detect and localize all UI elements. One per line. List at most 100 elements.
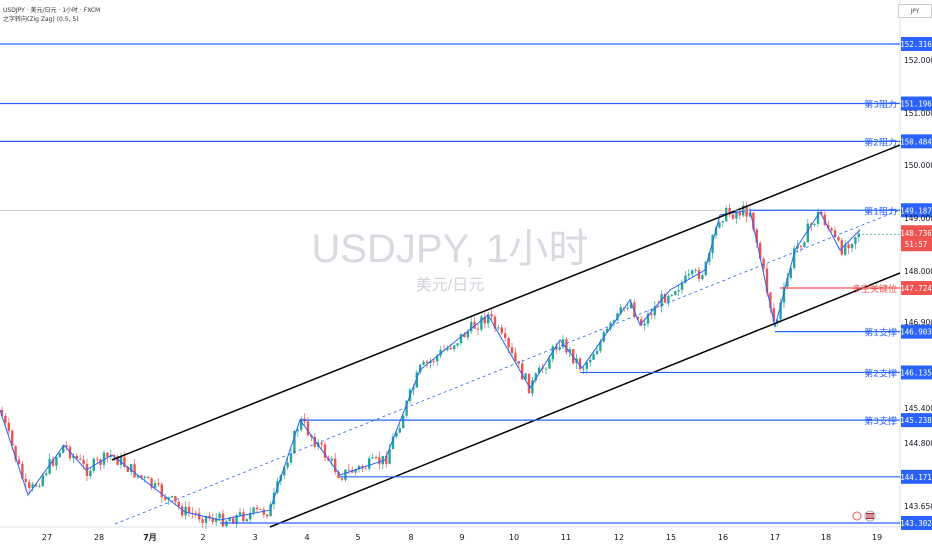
price-tag-label: 144.171 (900, 473, 932, 482)
candle-body (643, 323, 646, 326)
candle-body (803, 242, 806, 247)
candle-body (38, 485, 41, 487)
candle-body (405, 400, 408, 416)
candle-body (844, 244, 847, 255)
candle-body (470, 321, 473, 332)
candle-body (616, 313, 619, 321)
candle-body (357, 465, 361, 470)
y-tick-label: 148.000 (904, 267, 932, 276)
candle-body (548, 359, 551, 369)
watermark-subtitle: 美元/日元 (416, 276, 484, 294)
levels-layer: 152.316 第3阻力 151.196 第2阻力 150.484 第1阻力 149.187… (0, 37, 932, 530)
candle-body (187, 506, 191, 513)
candle-body (772, 308, 775, 322)
candle-body (425, 361, 429, 364)
candle-body (762, 258, 765, 269)
candle-body (657, 306, 660, 308)
candle-body (34, 484, 38, 487)
candle-body (136, 475, 140, 478)
candle-body (306, 421, 310, 436)
candle-body (813, 223, 816, 225)
candle-body (626, 308, 629, 309)
candle-body (820, 212, 823, 215)
candle-series (0, 201, 860, 529)
x-tick-label: 17 (770, 533, 780, 542)
candle-body (480, 316, 483, 330)
candle-body (459, 333, 463, 344)
x-tick-label: 12 (614, 533, 624, 542)
flag-icon[interactable] (864, 510, 876, 522)
candle-body (283, 467, 286, 476)
candle-body (89, 470, 92, 476)
candle-body (507, 337, 510, 348)
candle-body (799, 245, 803, 247)
price-tag-label: 151.196 (900, 100, 932, 109)
current-price-label: 148.736 (900, 229, 932, 238)
candle-body (833, 230, 837, 238)
candle-body (854, 237, 857, 244)
level-label: 第2支撑 (864, 367, 897, 379)
candle-body (810, 223, 813, 225)
y-tick-label: 143.650 (904, 502, 932, 511)
candle-body (466, 331, 469, 338)
candle-body (140, 475, 143, 478)
candle-body (456, 343, 459, 346)
candle-body (58, 452, 61, 457)
candle-body (680, 282, 684, 290)
level-label: 多空关键位 (852, 283, 897, 295)
candle-body (364, 468, 367, 470)
candle-body (463, 333, 466, 338)
level-label: 第2阻力 (864, 136, 897, 148)
candle-body (374, 457, 378, 458)
candle-body (708, 253, 711, 262)
candle-body (330, 458, 333, 461)
candle-body (830, 228, 833, 231)
candle-body (174, 496, 177, 502)
candle-body (755, 229, 758, 243)
x-tick-label: 9 (459, 533, 464, 542)
price-tag (901, 469, 932, 484)
candle-body (633, 302, 636, 317)
candle-body (130, 464, 133, 472)
candle-body (612, 320, 616, 323)
channel-upper[interactable] (111, 144, 901, 461)
candle-body (786, 277, 789, 287)
price-tag-label: 146.903 (900, 328, 932, 337)
x-tick-label: 3 (252, 533, 257, 542)
candle-body (497, 327, 500, 329)
candle-body (31, 484, 34, 489)
candle-body (711, 235, 714, 254)
candle-body (116, 456, 119, 465)
candle-body (11, 430, 14, 446)
candle-body (422, 361, 425, 365)
candle-body (487, 314, 490, 324)
candle-body (323, 444, 327, 458)
candle-body (150, 478, 153, 488)
candle-body (524, 373, 527, 380)
candle-body (225, 521, 228, 527)
candle-body (782, 286, 786, 303)
channel-lower[interactable] (269, 272, 901, 528)
price-tag-label: 146.135 (900, 368, 932, 377)
current-price-tag (901, 225, 932, 252)
candle-body (857, 233, 860, 238)
candle-body (211, 518, 214, 522)
candle-body (340, 478, 344, 480)
candle-body (582, 368, 585, 370)
candle-body (636, 316, 639, 320)
price-tag (901, 203, 932, 218)
candle-body (218, 513, 221, 519)
candle-body (296, 429, 299, 432)
candle-body (650, 313, 653, 316)
red-event-icon[interactable] (852, 511, 862, 521)
currency-button[interactable]: JPY (898, 4, 932, 18)
candle-body (510, 347, 514, 354)
candle-body (391, 436, 395, 450)
candle-body (558, 347, 561, 350)
candle-body (388, 449, 391, 464)
candle-body (731, 214, 735, 219)
candle-body (436, 355, 439, 362)
candle-body (41, 475, 44, 486)
indicator-line: 之字转向(Zig Zag) (0.5, 5) (3, 16, 79, 23)
